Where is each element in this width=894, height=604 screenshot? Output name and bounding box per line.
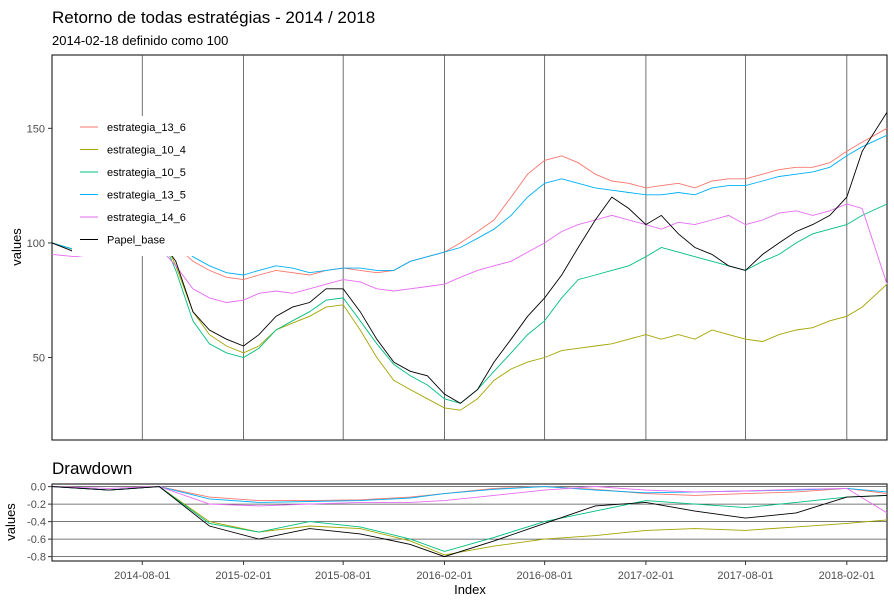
x-tick-label: 2018-02-01 (819, 570, 875, 582)
drawdown-title: Drawdown (52, 459, 132, 478)
series-line-estrategia-14-6 (51, 203, 888, 303)
x-tick-label: 2015-08-01 (315, 570, 371, 582)
x-tick-label: 2014-08-01 (114, 570, 170, 582)
legend-label: estrategia_13_6 (107, 122, 186, 134)
bottom-panel-border (51, 483, 888, 562)
x-tick-label: 2017-02-01 (618, 570, 674, 582)
y-tick-label: 100 (27, 238, 45, 250)
x-tick-label: 2015-02-01 (215, 570, 271, 582)
legend-label: estrategia_14_6 (107, 212, 186, 224)
drawdown-line-Papel-base (51, 486, 888, 558)
top-panel-border (51, 54, 888, 441)
x-tick-label: 2016-02-01 (416, 570, 472, 582)
y-tick-label: -0.4 (27, 517, 46, 529)
top-series-lines (51, 112, 888, 411)
y-tick-label: 0.0 (31, 482, 46, 494)
top-y-axis-label: values (9, 228, 24, 266)
x-tick-label: 2016-08-01 (516, 570, 572, 582)
drawdown-line-estrategia-10-4 (51, 486, 888, 556)
bottom-y-axis-label: values (3, 503, 18, 541)
y-tick-label: -0.6 (27, 534, 46, 546)
drawdown-line-estrategia-14-6 (51, 486, 888, 514)
legend-label: estrategia_10_4 (107, 145, 186, 157)
bottom-series-lines (51, 486, 888, 558)
series-line-estrategia-10-4 (51, 228, 888, 411)
drawdown-line-estrategia-13-6 (51, 486, 888, 502)
bottom-y-ticks: 0.0 -0.2 -0.4 -0.6 -0.8 (27, 482, 52, 564)
y-tick-label: -0.2 (27, 499, 46, 511)
legend-label: Papel_base (107, 235, 165, 247)
x-axis-label: Index (454, 582, 486, 597)
top-y-ticks: 50 100 150 (27, 123, 52, 365)
top-vertical-lines (141, 55, 848, 440)
bottom-gridlines (52, 486, 887, 558)
top-chart-subtitle: 2014-02-18 definido como 100 (52, 33, 228, 48)
drawdown-line-estrategia-10-5 (51, 486, 888, 552)
bottom-x-ticks: 2014-08-01 2015-02-01 2015-08-01 2016-02-01… (114, 561, 875, 582)
series-line-estrategia-13-5 (51, 134, 888, 276)
x-tick-label: 2017-08-01 (717, 570, 773, 582)
y-tick-label: -0.8 (27, 552, 46, 564)
y-tick-label: 50 (33, 353, 45, 365)
legend: estrategia_13_6 estrategia_10_4 estrategia… (72, 116, 207, 256)
legend-label: estrategia_13_5 (107, 190, 186, 202)
legend-background (72, 116, 207, 256)
legend-label: estrategia_10_5 (107, 167, 186, 179)
top-chart-title: Retorno de todas estratégias - 2014 / 20… (52, 8, 375, 27)
y-tick-label: 150 (27, 123, 45, 135)
series-line-estrategia-13-6 (51, 127, 888, 281)
series-line-Papel-base (51, 112, 888, 404)
